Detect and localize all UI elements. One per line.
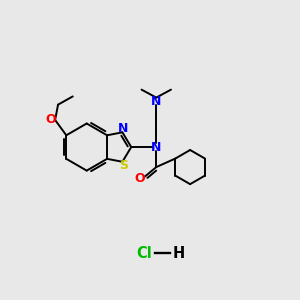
Text: N: N bbox=[151, 95, 161, 108]
Text: N: N bbox=[118, 122, 128, 135]
Text: O: O bbox=[135, 172, 146, 185]
Text: H: H bbox=[173, 246, 185, 261]
Text: O: O bbox=[45, 113, 56, 126]
Text: N: N bbox=[151, 141, 161, 154]
Text: Cl: Cl bbox=[136, 246, 152, 261]
Text: S: S bbox=[119, 159, 128, 172]
